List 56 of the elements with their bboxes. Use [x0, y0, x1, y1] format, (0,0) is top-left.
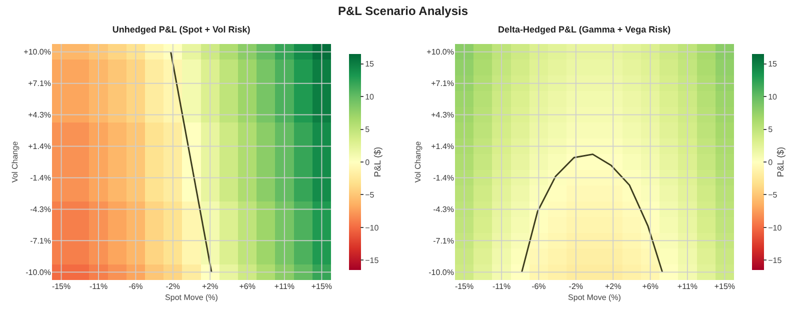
y-tick-label: -4.3% — [433, 205, 454, 214]
x-axis-title: Spot Move (%) — [165, 293, 218, 302]
color-bar-label: 5 — [768, 125, 774, 134]
x-tick-label: -6% — [532, 282, 546, 291]
chart-title: Unhedged P&L (Spot + Vol Risk) — [112, 24, 250, 35]
y-tick-label: +7.1% — [431, 79, 454, 88]
x-tick-label: -2% — [568, 282, 584, 291]
y-tick-label: +4.3% — [431, 110, 454, 120]
x-tick-label: +11% — [677, 282, 698, 291]
y-tick-label: -10.0% — [428, 268, 454, 277]
y-tick-label: +4.3% — [28, 110, 51, 120]
color-bar-label: 15 — [365, 60, 375, 69]
x-axis-title: Spot Move (%) — [568, 293, 622, 302]
y-tick-label: +7.1% — [28, 79, 51, 88]
y-axis-title: Vol Change — [413, 140, 422, 183]
x-tick-label: -11% — [492, 282, 511, 291]
x-tick-label: +2% — [604, 282, 622, 291]
x-tick-label: -2% — [166, 282, 180, 291]
y-tick-label: +10.0% — [24, 48, 51, 57]
y-tick-label: +1.4% — [431, 142, 454, 152]
x-tick-label: -6% — [128, 282, 143, 291]
line-series — [521, 154, 664, 273]
chart-title: Delta-Hedged P&L (Gamma + Vega Risk) — [498, 24, 671, 35]
y-tick-label: -4.3% — [30, 205, 51, 214]
color-bar-label: −5 — [365, 190, 375, 200]
color-bar-label: −15 — [365, 256, 380, 265]
text: P&L Scenario Analysis — [336, 3, 470, 20]
y-tick-label: -7.1% — [30, 236, 51, 246]
x-tick-label: -11% — [89, 282, 108, 291]
y-tick-label: -1.4% — [30, 174, 51, 183]
y-tick-label: +1.4% — [28, 142, 51, 152]
color-bar-label: 0 — [768, 158, 774, 167]
color-bar-label: −10 — [365, 223, 380, 232]
x-tick-label: +15% — [714, 282, 736, 291]
color-bar-label: 5 — [365, 125, 370, 134]
color-bar-label: 15 — [768, 60, 778, 69]
x-tick-label: -15% — [454, 282, 474, 291]
color-bar-label: −10 — [768, 223, 782, 232]
x-tick-label: +11% — [274, 282, 295, 291]
x-tick-label: +6% — [239, 282, 256, 291]
color-bar-title: P&L ($) — [372, 146, 382, 178]
x-tick-label: +2% — [202, 282, 218, 291]
color-bar-label: 10 — [365, 92, 375, 102]
x-tick-label: +15% — [311, 282, 332, 291]
y-axis-title: Vol Change — [10, 140, 20, 183]
x-tick-label: -15% — [52, 282, 71, 291]
y-tick-label: -10.0% — [26, 268, 51, 277]
color-bar-label: −5 — [768, 190, 778, 200]
color-bar-label: 0 — [365, 158, 370, 167]
color-bar-title: P&L ($) — [775, 146, 786, 178]
y-tick-label: -7.1% — [433, 236, 454, 246]
color-bar-label: −15 — [768, 256, 782, 265]
color-bar-label: 10 — [768, 92, 778, 102]
y-tick-label: +10.0% — [426, 48, 454, 57]
y-tick-label: -1.4% — [433, 174, 454, 183]
x-tick-label: +6% — [642, 282, 658, 291]
